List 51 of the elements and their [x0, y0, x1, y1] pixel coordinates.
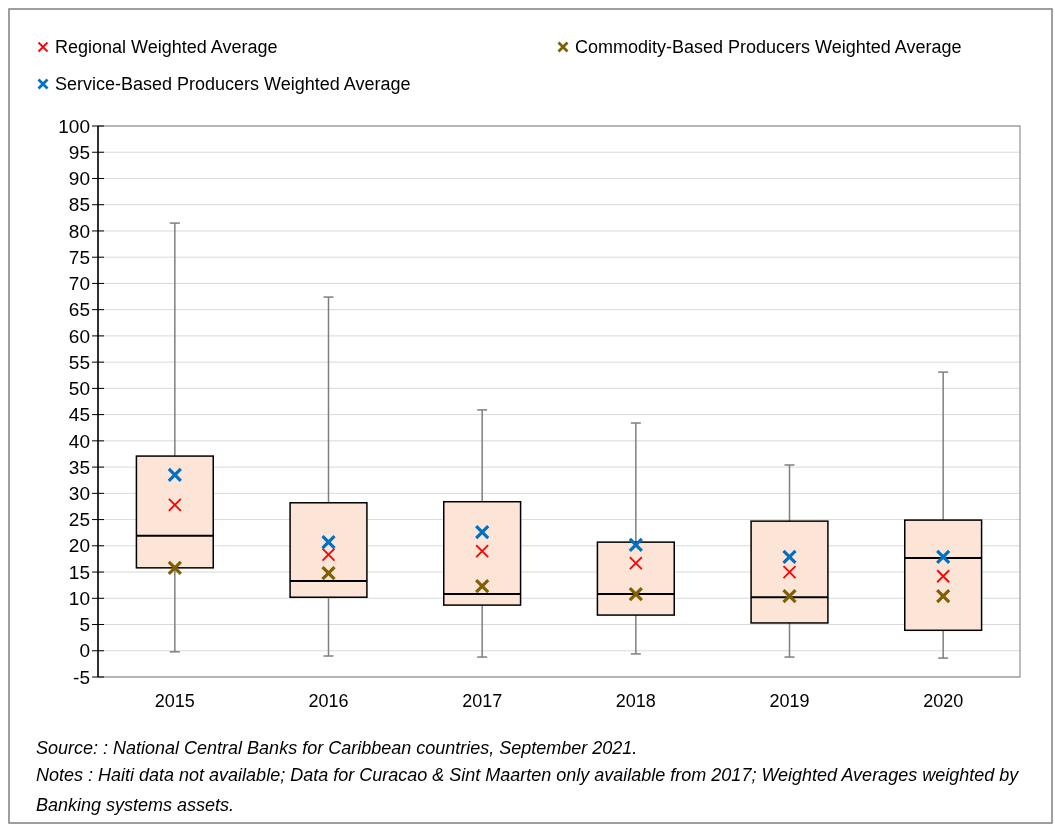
- x-tick-label: 2015: [154, 691, 195, 711]
- point: [935, 549, 951, 565]
- y-tick-label: 60: [68, 325, 90, 347]
- point: [936, 569, 951, 584]
- y-tick-label: 50: [68, 378, 90, 400]
- y-tick-label: 40: [68, 430, 90, 452]
- point: [628, 556, 643, 571]
- text: Notes : Haiti data not available; Data for Curacao & Sint Maarten only available from 2017; Weighted Averages weighted by Banking systems assets.: [36, 764, 1020, 817]
- point: [781, 588, 798, 604]
- y-tick-label: 80: [68, 220, 90, 242]
- source-note: Source: : National Central Banks for Caribbean countries, September 2021.: [36, 737, 639, 760]
- point: [320, 534, 337, 550]
- x-tick-label: 2018: [615, 691, 656, 711]
- y-tick-label: 30: [68, 482, 90, 504]
- y-tick-label: 45: [68, 404, 90, 426]
- legend-label: Service-Based Producers Weighted Average: [55, 74, 411, 94]
- legend-label: Commodity-Based Producers Weighted Average: [575, 37, 962, 57]
- point: [167, 467, 183, 483]
- y-tick-label: -5: [73, 666, 90, 688]
- y-tick-label: 70: [68, 273, 90, 295]
- x-tick-label: 2016: [308, 691, 349, 711]
- point: [474, 524, 490, 540]
- legend-label: Regional Weighted Average: [55, 37, 278, 57]
- point: [321, 547, 336, 562]
- point: [320, 565, 337, 581]
- point: [475, 544, 490, 558]
- y-tick-label: 25: [68, 509, 90, 531]
- y-tick-label: 100: [58, 115, 90, 137]
- point: [628, 586, 644, 602]
- y-tick-label: 5: [79, 614, 90, 636]
- point: [781, 549, 798, 565]
- y-tick-label: 95: [68, 141, 90, 163]
- y-tick-label: 10: [68, 587, 90, 609]
- y-tick-label: 20: [68, 535, 90, 557]
- x-tick-label: 2017: [462, 691, 503, 711]
- point: [628, 537, 644, 553]
- point: [935, 588, 951, 604]
- point: [167, 497, 182, 512]
- point: [167, 560, 183, 576]
- y-tick-label: 85: [68, 194, 90, 216]
- point: [782, 565, 797, 579]
- x-tick-label: 2020: [923, 691, 964, 711]
- x-tick-label: 2019: [769, 691, 810, 711]
- y-tick-label: 65: [68, 299, 90, 321]
- y-tick-label: 35: [68, 456, 90, 478]
- y-tick-label: 15: [68, 561, 90, 583]
- y-tick-label: 90: [68, 168, 90, 190]
- y-tick-label: 75: [68, 246, 90, 268]
- y-tick-label: 0: [79, 640, 90, 662]
- point: [474, 578, 490, 594]
- y-tick-label: 55: [68, 351, 90, 373]
